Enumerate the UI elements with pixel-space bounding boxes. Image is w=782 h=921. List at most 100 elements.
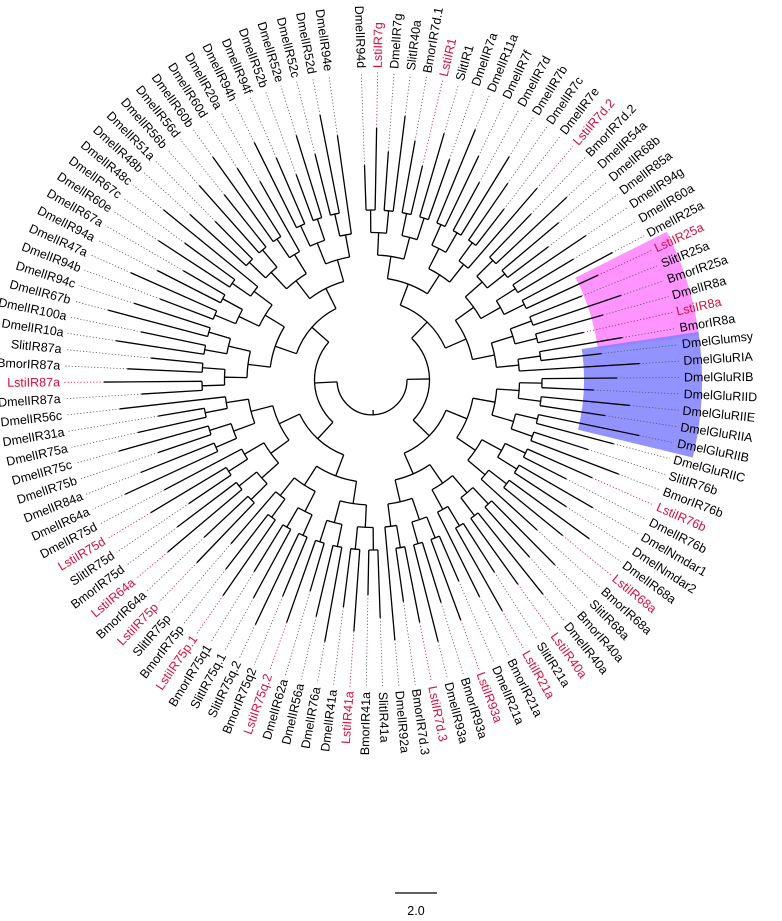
tree-branch bbox=[203, 495, 249, 538]
tree-arc bbox=[539, 396, 542, 406]
tree-arc bbox=[272, 405, 290, 441]
tree-branch bbox=[253, 142, 298, 228]
tree-branch bbox=[164, 448, 242, 491]
tree-branch bbox=[472, 354, 495, 361]
tree-branch bbox=[158, 240, 230, 288]
tree-branch bbox=[486, 273, 506, 289]
tip-label: DmelIR87a bbox=[0, 392, 61, 410]
tree-arc bbox=[517, 359, 520, 371]
tree-branch bbox=[477, 512, 544, 595]
tip-leader-line bbox=[312, 77, 321, 116]
tree-branch bbox=[523, 456, 567, 480]
tree-branch bbox=[228, 345, 251, 352]
tree-branch bbox=[449, 264, 465, 283]
tree-branch bbox=[458, 242, 473, 262]
tip-leader-line bbox=[84, 269, 161, 300]
tree-branch bbox=[515, 413, 538, 420]
tree-branch bbox=[514, 337, 537, 345]
tree-arc bbox=[377, 254, 405, 260]
tip-leader-line bbox=[360, 72, 365, 166]
tree-branch bbox=[452, 475, 468, 494]
tip-label: SlitIR40a bbox=[404, 19, 424, 71]
tip-leader-line bbox=[508, 117, 534, 157]
tree-branch bbox=[491, 500, 556, 566]
tree-branch bbox=[250, 483, 268, 500]
tree-branch bbox=[250, 405, 273, 413]
tree-branch bbox=[385, 210, 390, 234]
tree-branch bbox=[302, 514, 313, 536]
tree-branch bbox=[316, 218, 326, 241]
tree-arc bbox=[293, 477, 316, 492]
tip-leader-line bbox=[587, 449, 666, 475]
tree-arc bbox=[387, 497, 413, 505]
tree-branch bbox=[460, 497, 475, 517]
tree-arc bbox=[224, 396, 228, 409]
tree-branch bbox=[395, 548, 405, 602]
tree-branch bbox=[376, 232, 380, 256]
tree-branch bbox=[467, 459, 486, 476]
tree-branch bbox=[275, 157, 306, 225]
tree-branch bbox=[270, 439, 290, 454]
tree-branch bbox=[475, 208, 505, 246]
tree-arc bbox=[201, 363, 204, 373]
tree-arc bbox=[295, 307, 337, 354]
tree-branch bbox=[248, 261, 267, 279]
tree-arc bbox=[512, 284, 519, 293]
tip-leader-line bbox=[143, 172, 191, 215]
tree-branch bbox=[496, 288, 516, 302]
tip-label: SlitIR87a bbox=[10, 337, 62, 356]
tip-leader-line bbox=[78, 285, 135, 304]
tree-arc bbox=[250, 286, 259, 297]
tree-branch bbox=[215, 437, 237, 448]
tree-arc bbox=[275, 491, 286, 500]
tree-branch bbox=[311, 326, 330, 343]
tree-branch bbox=[276, 238, 291, 259]
tip-leader-line bbox=[376, 72, 379, 129]
tree-branch bbox=[157, 407, 205, 417]
tree-branch bbox=[384, 526, 396, 641]
tip-leader-line bbox=[170, 543, 232, 614]
tree-branch bbox=[496, 364, 519, 369]
tree-branch bbox=[319, 114, 340, 214]
tree-branch bbox=[530, 440, 619, 475]
tree-branch bbox=[363, 165, 367, 211]
tree-arc bbox=[387, 278, 428, 295]
tree-arc bbox=[229, 279, 236, 288]
tree-arc bbox=[456, 398, 474, 439]
tip-leader-line bbox=[601, 344, 679, 354]
tree-branch bbox=[541, 387, 594, 391]
scale-bar-label: 2.0 bbox=[407, 904, 424, 918]
tree-branch bbox=[503, 486, 564, 536]
tree-branch bbox=[429, 464, 444, 484]
tree-branch bbox=[212, 156, 274, 243]
tree-branch bbox=[496, 388, 520, 392]
tip-leader-line bbox=[422, 80, 444, 166]
tree-branch bbox=[467, 187, 538, 269]
tree-branch bbox=[253, 524, 284, 573]
tree-arc bbox=[207, 425, 212, 435]
tree-branch bbox=[525, 274, 599, 310]
tree-branch bbox=[115, 340, 205, 355]
tree-branch bbox=[445, 409, 468, 420]
tip-leader-line bbox=[206, 119, 238, 169]
tree-branch bbox=[517, 258, 574, 294]
tip-leader-line bbox=[379, 617, 384, 688]
tree-arc bbox=[247, 495, 255, 504]
tree-branch bbox=[209, 423, 232, 431]
tree-branch bbox=[226, 398, 249, 404]
tree-branch bbox=[427, 159, 451, 220]
tree-arc bbox=[455, 522, 464, 529]
tree-branch bbox=[222, 298, 243, 311]
tip-leader-line bbox=[280, 85, 297, 136]
tree-branch bbox=[253, 290, 273, 306]
tip-leader-line bbox=[296, 81, 316, 155]
tree-branch bbox=[455, 306, 475, 321]
clade-highlight-layer bbox=[575, 231, 702, 458]
tip-leader-line bbox=[158, 562, 198, 603]
tree-branch bbox=[264, 314, 285, 328]
tree-arc bbox=[497, 443, 506, 458]
tip-label: LstiIR41a bbox=[339, 691, 357, 745]
tree-branch bbox=[236, 167, 282, 237]
tree-branch bbox=[130, 272, 217, 312]
tree-branch bbox=[431, 489, 444, 510]
